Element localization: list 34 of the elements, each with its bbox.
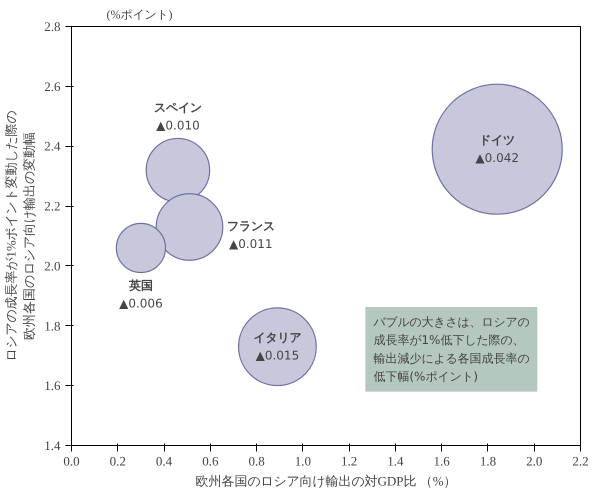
y-tick-label: 2.2 xyxy=(44,198,60,214)
x-tick-label: 1.6 xyxy=(434,454,450,468)
x-tick-label: 1.0 xyxy=(294,454,311,468)
y-tick-label: 1.4 xyxy=(44,438,61,453)
data-label: ▲0.006 xyxy=(119,296,163,311)
data-label: ▲0.015 xyxy=(256,348,300,363)
data-label: ▲0.011 xyxy=(228,237,273,252)
series-label: ドイツ xyxy=(479,133,516,148)
y-tick-label: 2.6 xyxy=(44,78,61,94)
y-tick-label: 2.8 xyxy=(44,19,60,34)
x-tick-label: 1.8 xyxy=(480,454,496,468)
y-axis-title: ロシアの成長率が1%ポイント変動した際の欧州各国のロシア向け輸出の変動幅 xyxy=(3,110,36,362)
x-tick-label: 0.8 xyxy=(248,454,265,468)
x-tick-label: 0.6 xyxy=(202,454,219,468)
y-tick-label: 1.6 xyxy=(44,378,61,394)
x-tick-label: 2.0 xyxy=(526,454,542,468)
x-tick-label: 1.4 xyxy=(387,454,404,468)
x-axis-title: 欧州各国のロシア向け輸出の対GDP比 （%） xyxy=(195,474,457,488)
x-tick-label: 2.2 xyxy=(572,454,589,468)
text: スペイン xyxy=(154,100,202,114)
y-tick-label: 1.8 xyxy=(44,318,60,334)
y-tick-label: 2.0 xyxy=(44,258,60,274)
y-tick-label: 2.4 xyxy=(44,138,61,154)
data-label: ▲0.042 xyxy=(475,151,520,166)
series-label: フランス xyxy=(226,219,275,234)
data-label: ▲0.010 xyxy=(156,118,200,132)
series-label: イタリア xyxy=(253,330,302,345)
x-tick-label: 0.2 xyxy=(110,454,126,468)
x-tick-label: 1.2 xyxy=(341,454,358,468)
x-tick-label: 0.4 xyxy=(156,454,173,468)
text: (%ポイント) xyxy=(106,8,172,22)
annotation: バブルの大きさは、ロシアの成長率が1%低下した際の、輸出減少による各国成長率の低下幅(%ポイント) xyxy=(372,315,530,384)
x-tick-label: 0.0 xyxy=(63,454,80,468)
series-label: 英国 xyxy=(128,278,153,293)
